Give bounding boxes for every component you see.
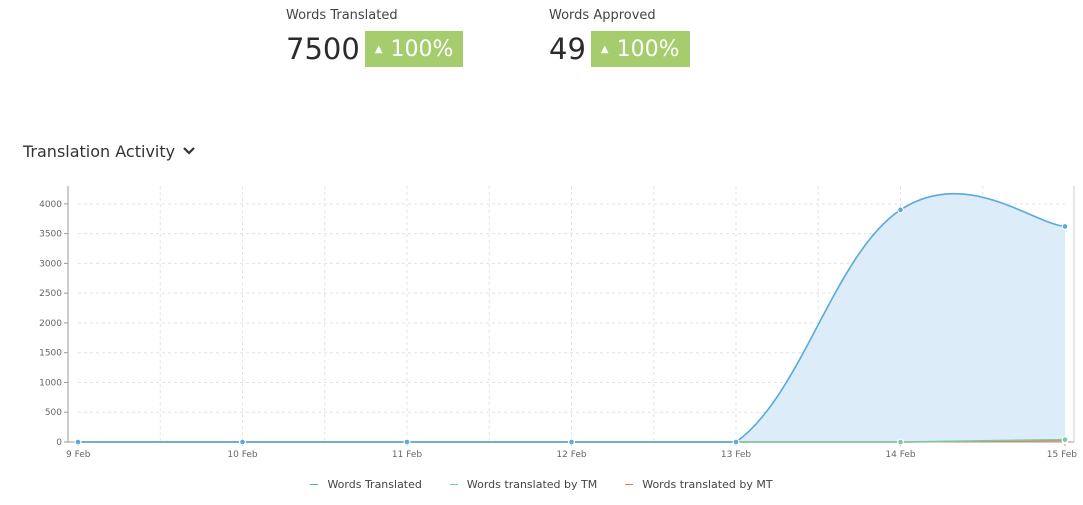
stat-value: 49 (549, 32, 586, 66)
change-badge: ▲ 100% (364, 31, 464, 67)
up-arrow-icon: ▲ (374, 43, 383, 55)
y-tick-label: 0 (56, 438, 62, 448)
x-tick-label: 13 Feb (721, 450, 752, 460)
y-tick-label: 3500 (39, 230, 62, 240)
data-point (1061, 223, 1069, 230)
y-tick-label: 3000 (39, 259, 62, 269)
data-point (732, 438, 740, 446)
y-tick-label: 2500 (39, 289, 62, 299)
legend-label: Words translated by MT (642, 478, 773, 491)
stat-label: Words Translated (286, 8, 398, 23)
change-badge: ▲ 100% (590, 31, 690, 67)
data-point (897, 206, 904, 214)
x-tick-label: 10 Feb (227, 450, 258, 460)
y-tick-label: 4000 (39, 200, 62, 210)
activity-dropdown[interactable]: Translation Activity (23, 142, 195, 161)
area-words-translated (78, 193, 1065, 442)
data-point (568, 438, 575, 446)
chevron-down-icon (183, 146, 195, 155)
legend-item-mt[interactable]: Words translated by MT (625, 478, 773, 491)
y-tick-label: 1000 (39, 378, 62, 388)
data-point (74, 438, 82, 446)
up-arrow-icon: ▲ (600, 43, 609, 55)
data-point (403, 438, 411, 446)
legend-label: Words translated by TM (466, 478, 598, 491)
x-tick-label: 12 Feb (556, 450, 587, 460)
x-tick-label: 15 Feb (1047, 450, 1078, 460)
legend-item-translated[interactable]: Words Translated (310, 478, 422, 491)
x-tick-label: 9 Feb (66, 450, 91, 460)
data-point (897, 438, 904, 446)
change-value: 100% (616, 36, 680, 62)
chart-legend: Words Translated Words translated by TM … (0, 478, 1083, 491)
y-tick-label: 500 (45, 408, 62, 418)
data-point (1061, 436, 1069, 443)
change-value: 100% (390, 36, 454, 62)
x-tick-label: 14 Feb (885, 450, 916, 460)
legend-swatch (310, 484, 319, 485)
y-tick-label: 2000 (39, 319, 62, 329)
legend-swatch (625, 484, 634, 485)
x-tick-label: 11 Feb (392, 450, 423, 460)
data-point (239, 438, 246, 446)
section-title: Translation Activity (23, 142, 176, 161)
legend-label: Words Translated (327, 478, 422, 491)
stat-value: 7500 (286, 32, 360, 66)
stat-label: Words Approved (549, 8, 656, 23)
stat-words-translated: Words Translated 7500 ▲ 100% (286, 8, 464, 67)
y-tick-label: 1500 (39, 349, 62, 359)
legend-swatch (449, 484, 458, 485)
stat-words-approved: Words Approved 49 ▲ 100% (549, 8, 690, 67)
legend-item-tm[interactable]: Words translated by TM (449, 478, 598, 491)
activity-chart: 0 500 1000 1500 2000 2500 3000 3500 4000 9 Feb 10 … (39, 186, 1078, 460)
